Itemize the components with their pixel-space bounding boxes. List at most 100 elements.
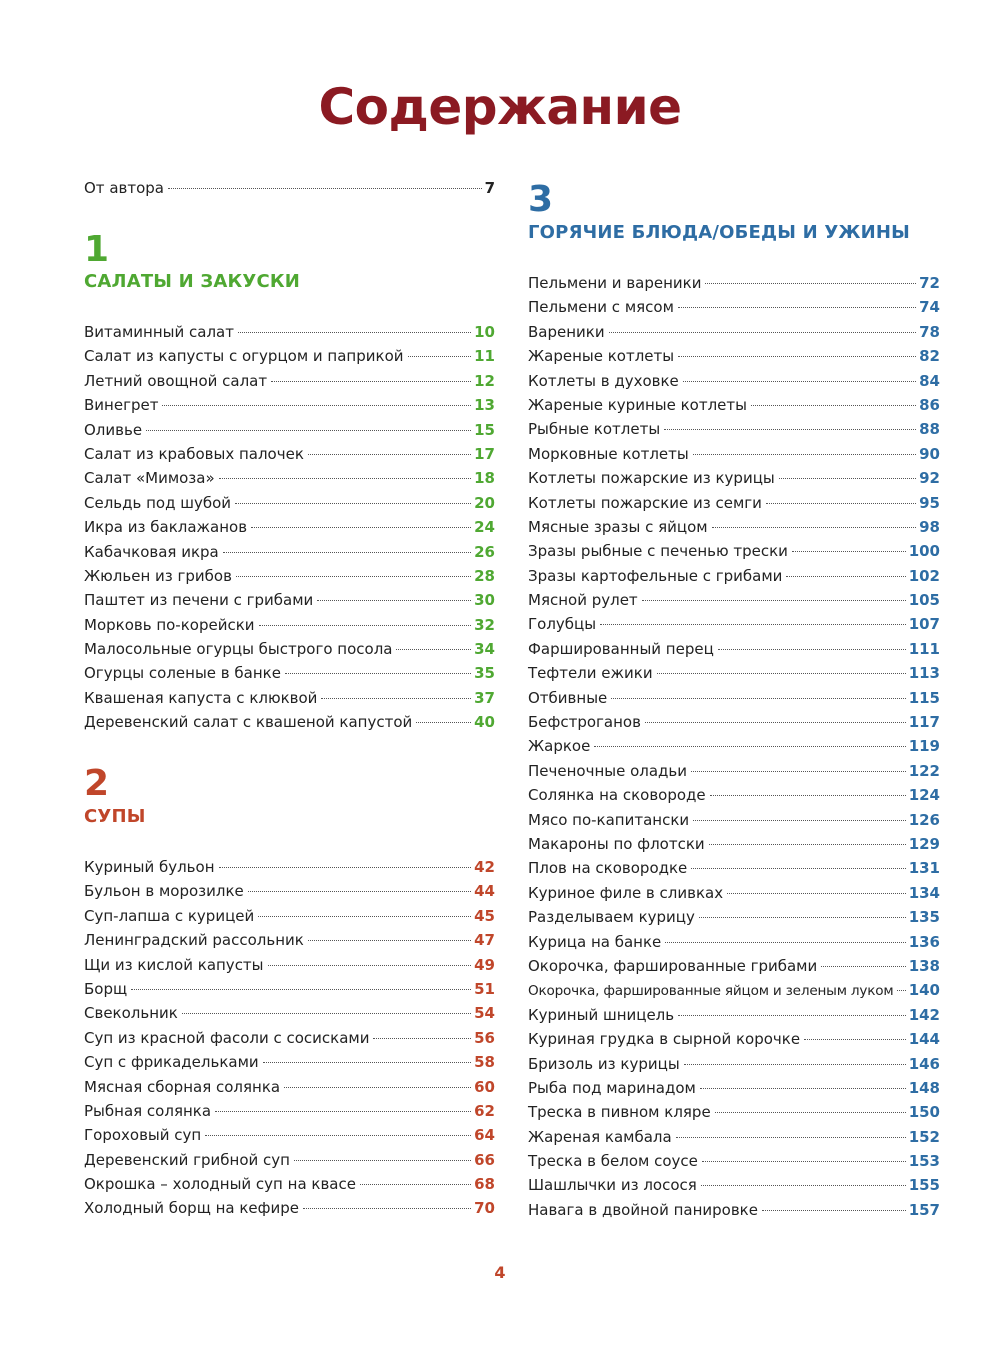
toc-entry[interactable]: Котлеты пожарские из семги 95 [528, 491, 940, 515]
toc-entry[interactable]: Жареные куриные котлеты 86 [528, 393, 940, 417]
dot-leader [247, 891, 472, 893]
entry-title: Треска в пивном кляре [528, 1103, 711, 1122]
toc-entry[interactable]: Треска в пивном кляре 150 [528, 1100, 940, 1124]
toc-entry[interactable]: Витаминный салат 10 [84, 320, 495, 344]
toc-entry[interactable]: Фаршированный перец 111 [528, 637, 940, 661]
entry-title: Сельдь под шубой [84, 493, 232, 512]
toc-entry[interactable]: Печеночные оладьи 122 [528, 759, 940, 783]
toc-entry[interactable]: Морковь по-корейски 32 [84, 613, 495, 637]
entry-page: 131 [908, 859, 940, 878]
toc-entry[interactable]: Ленинградский рассольник 47 [84, 928, 495, 952]
toc-entry[interactable]: Окорочка, фаршированные яйцом и зеленым … [528, 978, 940, 1002]
toc-entry[interactable]: Свекольник 54 [84, 1001, 495, 1025]
entry-page: 136 [908, 932, 940, 951]
toc-entry[interactable]: Зразы картофельные с грибами 102 [528, 564, 940, 588]
toc-entry[interactable]: Разделываем курицу 135 [528, 905, 940, 929]
toc-entry[interactable]: Рыба под маринадом 148 [528, 1076, 940, 1100]
toc-entry[interactable]: Суп с фрикадельками 58 [84, 1050, 495, 1074]
toc-entry[interactable]: Куриный бульон 42 [84, 855, 495, 879]
toc-entry[interactable]: Деревенский грибной суп 66 [84, 1148, 495, 1172]
entry-title: Рыбные котлеты [528, 420, 661, 439]
toc-entry[interactable]: Пельмени и вареники 72 [528, 271, 940, 295]
toc-entry[interactable]: Бризоль из курицы 146 [528, 1052, 940, 1076]
toc-entry[interactable]: Салат «Мимоза» 18 [84, 466, 495, 490]
toc-entry[interactable]: Навага в двойной панировке 157 [528, 1198, 940, 1222]
toc-entry[interactable]: Рыбная солянка 62 [84, 1099, 495, 1123]
toc-entry[interactable]: Оливье 15 [84, 418, 495, 442]
toc-entry[interactable]: Вареники 78 [528, 320, 940, 344]
toc-entry[interactable]: Тефтели ежики 113 [528, 661, 940, 685]
toc-entry[interactable]: Огурцы соленые в банке 35 [84, 661, 495, 685]
toc-entry[interactable]: Сельдь под шубой 20 [84, 491, 495, 515]
dot-leader [307, 940, 472, 942]
toc-entry[interactable]: Куриный шницель 142 [528, 1003, 940, 1027]
entry-title: Котлеты пожарские из семги [528, 493, 762, 512]
toc-entry[interactable]: Кабачковая икра 26 [84, 540, 495, 564]
toc-entry[interactable]: Жареные котлеты 82 [528, 344, 940, 368]
entry-page: 126 [908, 810, 940, 829]
toc-entry[interactable]: Зразы рыбные с печенью трески 100 [528, 539, 940, 563]
entry-title: Жаркое [528, 737, 591, 756]
toc-entry[interactable]: Солянка на сковороде 124 [528, 783, 940, 807]
toc-entry[interactable]: Мясные зразы с яйцом 98 [528, 515, 940, 539]
dot-leader [791, 551, 906, 553]
entry-page: 111 [908, 639, 940, 658]
entry-title: Огурцы соленые в банке [84, 664, 281, 683]
toc-entry[interactable]: Икра из баклажанов 24 [84, 515, 495, 539]
toc-entry[interactable]: Борщ 51 [84, 977, 495, 1001]
toc-entry[interactable]: Винегрет 13 [84, 393, 495, 417]
toc-entry[interactable]: Отбивные 115 [528, 686, 940, 710]
toc-entry[interactable]: Курица на банке 136 [528, 930, 940, 954]
dot-leader [258, 915, 472, 917]
dot-leader [594, 746, 906, 748]
toc-entry[interactable]: Куриная грудка в сырной корочке 144 [528, 1027, 940, 1051]
entry-title: Кабачковая икра [84, 542, 219, 561]
toc-entry[interactable]: Плов на сковородке 131 [528, 856, 940, 880]
toc-entry[interactable]: Суп-лапша с курицей 45 [84, 904, 495, 928]
toc-entry[interactable]: Макароны по флотски 129 [528, 832, 940, 856]
page-number: 4 [494, 1263, 506, 1282]
toc-entry[interactable]: Треска в белом соусе 153 [528, 1149, 940, 1173]
toc-entry[interactable]: Суп из красной фасоли с сосисками 56 [84, 1026, 495, 1050]
entry-page: 105 [908, 591, 940, 610]
toc-entry[interactable]: Жаркое 119 [528, 734, 940, 758]
toc-entry[interactable]: Пельмени с мясом 74 [528, 295, 940, 319]
toc-entry[interactable]: Котлеты пожарские из курицы 92 [528, 466, 940, 490]
toc-entry[interactable]: Мясной рулет 105 [528, 588, 940, 612]
dot-leader [701, 1161, 906, 1163]
toc-entry[interactable]: Салат из капусты с огурцом и паприкой 11 [84, 344, 495, 368]
toc-entry[interactable]: Шашлычки из лосося 155 [528, 1173, 940, 1197]
entry-title: Квашеная капуста с клюквой [84, 688, 318, 707]
toc-entry[interactable]: Бульон в морозилке 44 [84, 879, 495, 903]
toc-entry[interactable]: Холодный борщ на кефире 70 [84, 1196, 495, 1220]
toc-entry[interactable]: Рыбные котлеты 88 [528, 417, 940, 441]
intro-entry[interactable]: От автора 7 [84, 176, 495, 200]
toc-entry[interactable]: Квашеная капуста с клюквой 37 [84, 686, 495, 710]
entry-page: 51 [474, 979, 495, 998]
toc-entry[interactable]: Малосольные огурцы быстрого посола 34 [84, 637, 495, 661]
toc-entry[interactable]: Котлеты в духовке 84 [528, 369, 940, 393]
toc-entry[interactable]: Жареная камбала 152 [528, 1125, 940, 1149]
toc-entry[interactable]: Куриное филе в сливках 134 [528, 881, 940, 905]
entry-title: Салат из крабовых палочек [84, 444, 304, 463]
toc-entry[interactable]: Окрошка – холодный суп на квасе 68 [84, 1172, 495, 1196]
toc-entry[interactable]: Гороховый суп 64 [84, 1123, 495, 1147]
toc-entry[interactable]: Окорочка, фаршированные грибами 138 [528, 954, 940, 978]
entry-page: 150 [908, 1103, 940, 1122]
entry-title: Тефтели ежики [528, 664, 653, 683]
entry-title: Курица на банке [528, 932, 662, 951]
toc-entry[interactable]: Салат из крабовых палочек 17 [84, 442, 495, 466]
toc-entry[interactable]: Бефстроганов 117 [528, 710, 940, 734]
entry-page: 102 [908, 566, 940, 585]
toc-entry[interactable]: Мясо по-капитански 126 [528, 808, 940, 832]
toc-entry[interactable]: Щи из кислой капусты 49 [84, 953, 495, 977]
toc-entry[interactable]: Летний овощной салат 12 [84, 369, 495, 393]
toc-entry[interactable]: Деревенский салат с квашеной капустой 40 [84, 710, 495, 734]
toc-entry[interactable]: Голубцы 107 [528, 612, 940, 636]
entry-page: 142 [908, 1005, 940, 1024]
dot-leader [321, 697, 472, 699]
toc-entry[interactable]: Морковные котлеты 90 [528, 442, 940, 466]
toc-entry[interactable]: Мясная сборная солянка 60 [84, 1075, 495, 1099]
toc-entry[interactable]: Жюльен из грибов 28 [84, 564, 495, 588]
toc-entry[interactable]: Паштет из печени с грибами 30 [84, 588, 495, 612]
